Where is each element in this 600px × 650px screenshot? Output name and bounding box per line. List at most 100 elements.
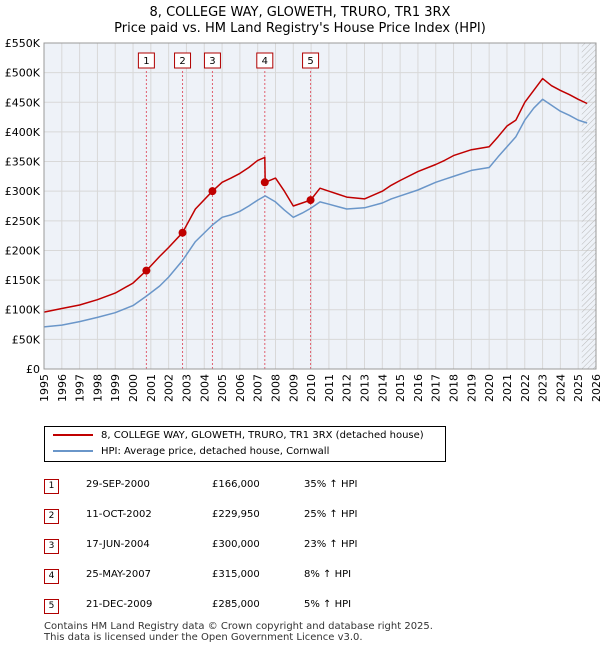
y-tick-label: £550K bbox=[5, 37, 41, 50]
x-tick-label: 2016 bbox=[412, 374, 425, 402]
sale-number-badge: 4 bbox=[44, 569, 59, 584]
plot-border bbox=[43, 42, 597, 370]
x-tick-label: 2021 bbox=[501, 374, 514, 402]
x-tick-label: 2011 bbox=[323, 374, 336, 402]
x-tick-label: 2022 bbox=[519, 374, 532, 402]
x-tick-label: 2020 bbox=[483, 374, 496, 402]
sale-price: £300,000 bbox=[212, 539, 260, 550]
table-row: 3 17-JUN-2004 £300,000 23% ↑ HPI bbox=[44, 533, 544, 563]
sale-point bbox=[306, 196, 315, 205]
y-tick-label: £50K bbox=[12, 333, 41, 346]
x-tick-label: 2006 bbox=[234, 374, 247, 402]
x-tick-label: 2024 bbox=[554, 374, 567, 402]
x-tick-label: 2002 bbox=[163, 374, 176, 402]
table-row: 4 25-MAY-2007 £315,000 8% ↑ HPI bbox=[44, 563, 544, 593]
x-tick-label: 1997 bbox=[74, 374, 87, 402]
x-tick-label: 2023 bbox=[537, 374, 550, 402]
sale-marker-label: 4 bbox=[262, 56, 268, 67]
hpi-line bbox=[43, 98, 588, 328]
y-tick-label: £100K bbox=[5, 304, 41, 317]
x-tick-label: 2015 bbox=[394, 374, 407, 402]
sale-number-badge: 3 bbox=[44, 539, 59, 554]
chart-title-line2: Price paid vs. HM Land Registry's House … bbox=[114, 21, 486, 36]
legend-label-hpi: HPI: Average price, detached house, Corn… bbox=[101, 446, 330, 457]
sale-date: 29-SEP-2000 bbox=[86, 479, 150, 490]
x-tick-label: 2000 bbox=[127, 374, 140, 402]
x-tick-label: 1996 bbox=[56, 374, 69, 402]
sale-hpi-change: 35% ↑ HPI bbox=[304, 479, 358, 490]
y-tick-label: £200K bbox=[5, 244, 41, 257]
y-tick-label: £300K bbox=[5, 185, 41, 198]
legend: 8, COLLEGE WAY, GLOWETH, TRURO, TR1 3RX … bbox=[44, 426, 446, 462]
legend-item-price: 8, COLLEGE WAY, GLOWETH, TRURO, TR1 3RX … bbox=[53, 428, 424, 444]
sale-number-badge: 1 bbox=[44, 479, 59, 494]
sale-marker-label: 2 bbox=[179, 56, 185, 67]
sale-hpi-change: 23% ↑ HPI bbox=[304, 539, 358, 550]
chart-title: 8, COLLEGE WAY, GLOWETH, TRURO, TR1 3RX … bbox=[0, 5, 600, 37]
y-tick-label: £400K bbox=[5, 126, 41, 139]
legend-label-price: 8, COLLEGE WAY, GLOWETH, TRURO, TR1 3RX … bbox=[101, 430, 424, 441]
sale-price: £229,950 bbox=[212, 509, 260, 520]
sale-date: 25-MAY-2007 bbox=[86, 569, 152, 580]
sale-price: £285,000 bbox=[212, 599, 260, 610]
x-tick-label: 2012 bbox=[341, 374, 354, 402]
x-tick-label: 2019 bbox=[465, 374, 478, 402]
table-row: 1 29-SEP-2000 £166,000 35% ↑ HPI bbox=[44, 473, 544, 503]
footer-copyright: Contains HM Land Registry data © Crown c… bbox=[44, 621, 433, 632]
sale-hpi-change: 5% ↑ HPI bbox=[304, 599, 352, 610]
table-row: 5 21-DEC-2009 £285,000 5% ↑ HPI bbox=[44, 593, 544, 623]
table-row: 2 11-OCT-2002 £229,950 25% ↑ HPI bbox=[44, 503, 544, 533]
price-chart: £0 £50K £100K £150K £200K £250K £300K £350K £400… bbox=[5, 37, 600, 402]
y-tick-label: £450K bbox=[5, 96, 41, 109]
x-tick-label: 2009 bbox=[287, 374, 300, 402]
sale-marker-box bbox=[256, 52, 274, 69]
x-tick-label: 2005 bbox=[216, 374, 229, 402]
y-tick-label: £350K bbox=[5, 156, 41, 169]
x-tick-label: 1998 bbox=[91, 374, 104, 402]
sale-number-badge: 2 bbox=[44, 509, 59, 524]
x-tick-label: 2014 bbox=[376, 374, 389, 402]
sale-marker-box bbox=[174, 52, 192, 69]
sale-price: £315,000 bbox=[212, 569, 260, 580]
plot-area bbox=[44, 43, 596, 369]
y-tick-label: £0 bbox=[26, 363, 40, 376]
legend-item-hpi: HPI: Average price, detached house, Corn… bbox=[53, 444, 329, 460]
x-tick-label: 2010 bbox=[305, 374, 318, 402]
sale-marker-label: 1 bbox=[143, 56, 149, 67]
sale-point bbox=[142, 266, 151, 275]
chart-title-line1: 8, COLLEGE WAY, GLOWETH, TRURO, TR1 3RX bbox=[149, 5, 451, 20]
sale-hpi-change: 25% ↑ HPI bbox=[304, 509, 358, 520]
sale-marker-label: 5 bbox=[307, 56, 313, 67]
sale-marker-label: 3 bbox=[209, 56, 215, 67]
y-tick-label: £500K bbox=[5, 67, 41, 80]
sale-marker-box bbox=[302, 52, 320, 69]
x-tick-label: 2008 bbox=[269, 374, 282, 402]
sale-marker-box bbox=[203, 52, 221, 69]
x-tick-label: 2001 bbox=[145, 374, 158, 402]
sale-point bbox=[260, 178, 269, 187]
sale-point bbox=[208, 187, 217, 196]
y-tick-label: £250K bbox=[5, 215, 41, 228]
x-tick-label: 2004 bbox=[198, 374, 211, 402]
sale-date: 11-OCT-2002 bbox=[86, 509, 152, 520]
forecast-region bbox=[581, 43, 596, 369]
x-tick-label: 2003 bbox=[180, 374, 193, 402]
x-tick-label: 2013 bbox=[359, 374, 372, 402]
x-tick-label: 2025 bbox=[572, 374, 585, 402]
y-tick-label: £150K bbox=[5, 274, 41, 287]
sales-table: 1 29-SEP-2000 £166,000 35% ↑ HPI 2 11-OC… bbox=[44, 473, 544, 623]
sale-date: 17-JUN-2004 bbox=[86, 539, 150, 550]
x-tick-label: 1995 bbox=[38, 374, 51, 402]
x-tick-label: 2007 bbox=[252, 374, 265, 402]
price-paid-line bbox=[43, 77, 588, 313]
sale-number-badge: 5 bbox=[44, 599, 59, 614]
footer: Contains HM Land Registry data © Crown c… bbox=[44, 621, 433, 643]
x-tick-label: 1999 bbox=[109, 374, 122, 402]
x-tick-label: 2018 bbox=[448, 374, 461, 402]
legend-swatch-price bbox=[53, 434, 93, 436]
footer-licence: This data is licensed under the Open Gov… bbox=[44, 632, 363, 643]
sale-point bbox=[178, 228, 187, 237]
x-tick-label: 2017 bbox=[430, 374, 443, 402]
sale-marker-box bbox=[137, 52, 155, 69]
sale-price: £166,000 bbox=[212, 479, 260, 490]
